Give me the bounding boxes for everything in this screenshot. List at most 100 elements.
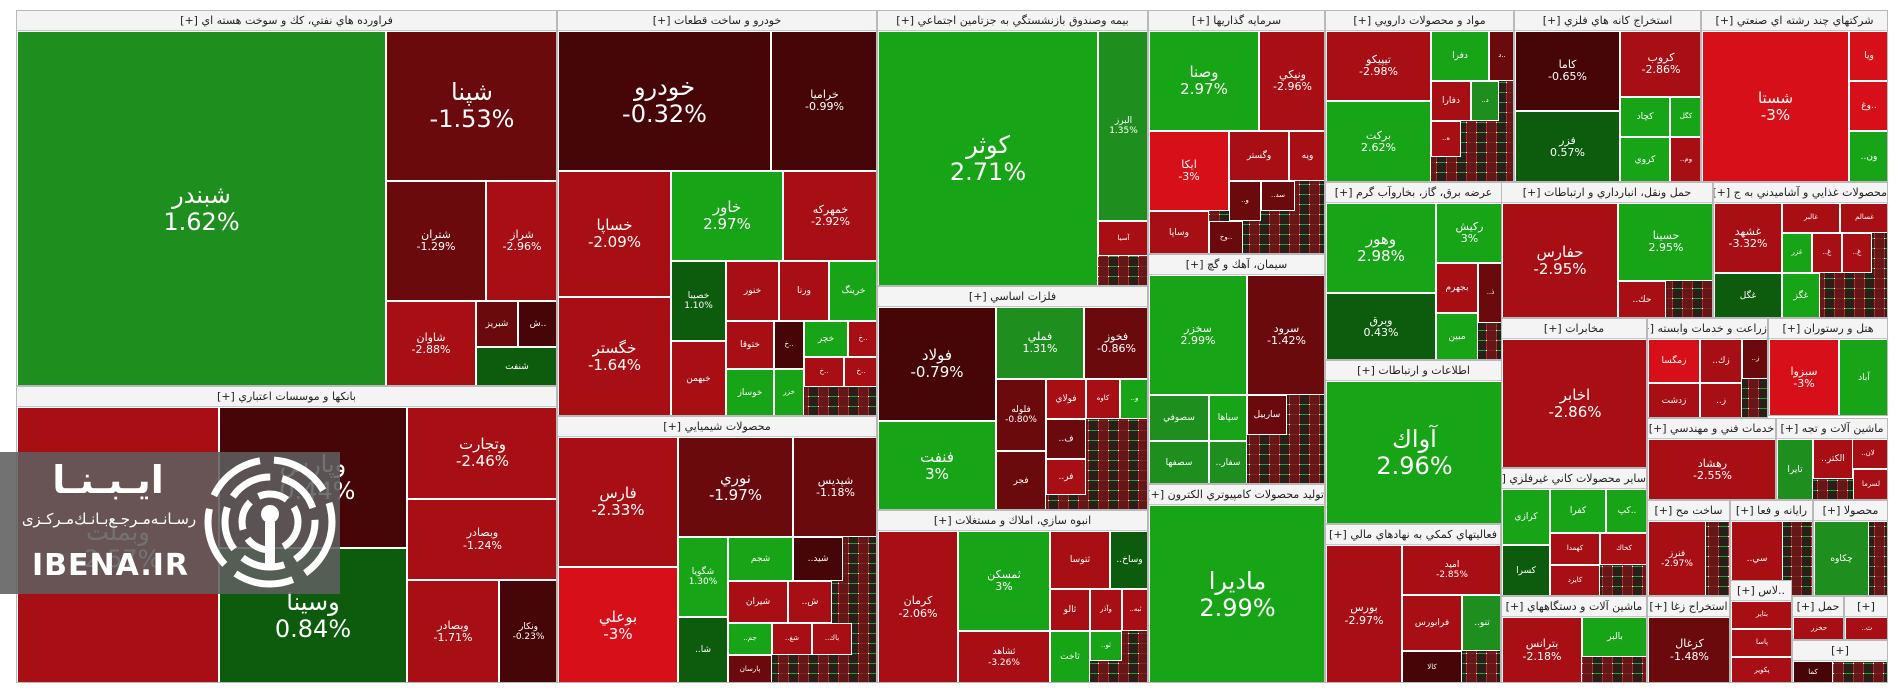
stock-tile[interactable]: ..سفار	[1209, 441, 1247, 483]
stock-tile[interactable]: ..غ	[1812, 233, 1842, 273]
stock-tile[interactable]: فجر	[996, 451, 1046, 509]
stock-tile[interactable]: خساپا -2.09%	[558, 171, 671, 297]
stock-tile[interactable]: خصيبا 1.10%	[671, 261, 726, 341]
stock-tile[interactable]: شستا -3%	[1702, 31, 1849, 181]
sector-title[interactable]: محصولات غذايي و آشاميدني به ج [+]	[1714, 183, 1887, 203]
stock-tile[interactable]: ونكار -0.23%	[499, 580, 556, 682]
sector-14[interactable]: سيمان، آهك و گچ [+] سخزر 2.99% سرود -1.42% سص…	[1148, 254, 1325, 484]
stock-tile[interactable]: سبزوا -3%	[1769, 339, 1839, 415]
sector-11[interactable]: محصولات شيميايي [+] فارس -2.33% نوري -1.97% ش…	[557, 416, 877, 683]
stock-tile[interactable]: سصوفي	[1149, 395, 1209, 441]
stock-tile[interactable]: ..شغ	[772, 623, 812, 655]
stock-tile[interactable]: خراميا -0.99%	[771, 31, 876, 171]
sector-29[interactable]: ..لاس [+] بتاير پاسا پكوير	[1730, 580, 1792, 683]
sector-title[interactable]: ساير محصولات كاني غيرفلزي [+]	[1502, 469, 1646, 489]
stock-tile[interactable]: ..باك	[812, 623, 852, 655]
sector-title[interactable]: [+]	[1845, 597, 1887, 617]
stock-tile[interactable]: ورنا	[779, 261, 829, 321]
stock-tile[interactable]: ..فر	[1046, 459, 1086, 495]
stock-tile[interactable]: ساربيل	[1247, 395, 1287, 435]
stock-tile[interactable]: كاوه	[1086, 379, 1120, 419]
stock-tile[interactable]: خ..	[804, 357, 844, 387]
sector-25[interactable]: ساخت مح [+] فنرز -2.97%	[1647, 500, 1730, 596]
sector-31[interactable]: [+] ..ث	[1844, 596, 1888, 640]
sector-title[interactable]: استخراج كانه هاي فلزي [+]	[1515, 11, 1700, 31]
stock-tile[interactable]: وگستر	[1229, 131, 1289, 181]
sector-title[interactable]: خدمات فني و مهندسي [+]	[1648, 419, 1775, 439]
stock-tile[interactable]: اميد -2.85%	[1402, 545, 1500, 595]
stock-tile[interactable]: ..و	[1120, 379, 1147, 419]
stock-tile[interactable]: شتران -1.29%	[386, 181, 486, 301]
sector-24[interactable]: ماشين آلات و دستگاههاي [+] بترانس -2.18% با…	[1501, 596, 1647, 683]
sector-16[interactable]: مخابرات [+] اخابر -2.86%	[1501, 318, 1647, 468]
sector-title[interactable]: بانكها و موسسات اعتباري [+]	[17, 387, 556, 407]
stock-tile[interactable]: سرود -1.42%	[1247, 275, 1324, 395]
stock-tile[interactable]: خوساز	[726, 369, 774, 415]
stock-tile[interactable]: لسرما	[1853, 469, 1887, 499]
stock-tile[interactable]: ..لان	[1847, 439, 1887, 469]
sector-title[interactable]: عرضه برق، گاز، بخاروآب گرم [+]	[1326, 183, 1501, 203]
stock-tile[interactable]: ..د	[1471, 81, 1499, 121]
stock-tile[interactable]: وبصادر -1.71%	[407, 580, 499, 682]
sector-13[interactable]: انبوه سازي، املاك و مستغلات [+] كرمان -2.0…	[877, 510, 1148, 683]
stock-tile[interactable]: تايرا	[1777, 439, 1813, 499]
sector-19[interactable]: توليد محصولات كامپيوتري الكترون [+] مادير…	[1148, 484, 1325, 683]
sector-5[interactable]: استخراج كانه هاي فلزي [+] كاما -0.65% كروب -…	[1514, 10, 1701, 182]
sector-22[interactable]: ساير محصولات كاني غيرفلزي [+] كرازي كفرا كپ…	[1501, 468, 1647, 596]
stock-tile[interactable]: بتاير	[1731, 601, 1791, 629]
sector-2[interactable]: بيمه وصندوق بازنشستگي به جزتامين اجتماعي…	[877, 10, 1148, 286]
stock-tile[interactable]: ثالو	[1050, 589, 1090, 631]
sector-title[interactable]: ..لاس [+]	[1731, 581, 1791, 601]
stock-tile[interactable]: ..الكتر	[1813, 439, 1853, 479]
sector-3[interactable]: سرمايه گذاريها [+] وصنا 2.97% ونيكي -2.96% اي…	[1148, 10, 1325, 254]
stock-tile[interactable]: خ..	[844, 357, 876, 387]
stock-tile[interactable]: ..وساخ	[1110, 531, 1147, 589]
stock-tile[interactable]: وغ..	[1849, 81, 1887, 131]
stock-tile[interactable]: كما	[1793, 661, 1833, 682]
stock-tile[interactable]: كرازي	[1502, 489, 1550, 545]
stock-tile[interactable]: فلوله -0.80%	[996, 379, 1046, 451]
stock-tile[interactable]: وساپا	[1149, 211, 1209, 253]
stock-tile[interactable]: د..	[1489, 31, 1513, 81]
sector-27[interactable]: محصولا [+] چكاوه	[1813, 500, 1888, 596]
sector-18[interactable]: هتل و رستوران [+] سبزوا -3% آباد	[1768, 318, 1888, 416]
sector-title[interactable]: خودرو و ساخت قطعات [+]	[558, 11, 876, 31]
stock-tile[interactable]: وخ..	[1209, 221, 1243, 253]
stock-tile[interactable]: بالبر	[1582, 617, 1646, 657]
stock-tile[interactable]: پارسان	[728, 655, 772, 682]
stock-tile[interactable]: فملي 1.31%	[996, 307, 1084, 379]
stock-tile[interactable]: خاور 2.97%	[671, 171, 783, 261]
stock-tile[interactable]: چكاوه	[1814, 521, 1869, 595]
stock-tile[interactable]: كزغال -1.48%	[1648, 617, 1729, 682]
stock-tile[interactable]: شپديس -1.18%	[793, 437, 876, 537]
stock-tile[interactable]: ويه	[1289, 131, 1324, 181]
stock-tile[interactable]: فولاد -0.79%	[878, 307, 996, 421]
stock-tile[interactable]: فنرز -2.97%	[1648, 521, 1706, 595]
stock-tile[interactable]: خرينگ	[829, 261, 876, 321]
stock-tile[interactable]: فنفت 3%	[878, 421, 996, 509]
stock-tile[interactable]: ..ث	[1845, 617, 1887, 639]
sector-title[interactable]: مخابرات [+]	[1502, 319, 1646, 339]
stock-tile[interactable]: غسالم	[1840, 203, 1887, 233]
stock-tile[interactable]: زمگسا	[1648, 339, 1700, 383]
sector-title[interactable]: فعاليتهاي كمكي به نهادهاي مالي [+]	[1326, 525, 1500, 545]
sector-28[interactable]: استخراج زغا [+] كزغال -1.48%	[1647, 596, 1730, 683]
stock-tile[interactable]: ..غ	[1842, 233, 1872, 273]
stock-tile[interactable]: دفرا	[1431, 31, 1489, 81]
sector-title[interactable]: فلزات اساسي [+]	[878, 287, 1147, 307]
stock-tile[interactable]: وبرق 0.43%	[1326, 293, 1436, 359]
stock-tile[interactable]: ..تنو	[1462, 595, 1500, 651]
stock-tile[interactable]: ..حك	[1618, 281, 1666, 317]
stock-tile[interactable]: شيران	[728, 581, 788, 623]
sector-title[interactable]: ماشين آلات و دستگاههاي [+]	[1502, 597, 1646, 617]
sector-title[interactable]: ساخت مح [+]	[1648, 501, 1729, 521]
stock-tile[interactable]: ثتوسا	[1050, 531, 1110, 589]
stock-tile[interactable]: كخاك	[1600, 533, 1646, 565]
stock-tile[interactable]: وآذر	[1090, 589, 1122, 631]
sector-title[interactable]: حمل [+]	[1793, 597, 1843, 617]
stock-tile[interactable]: پكوير	[1731, 657, 1791, 682]
stock-tile[interactable]: بورس -2.97%	[1326, 545, 1402, 682]
stock-tile[interactable]: حفارس -2.95%	[1502, 203, 1618, 317]
sector-20[interactable]: خدمات فني و مهندسي [+] رهشاد -2.55%	[1647, 418, 1776, 500]
sector-title[interactable]: محصولا [+]	[1814, 501, 1887, 521]
